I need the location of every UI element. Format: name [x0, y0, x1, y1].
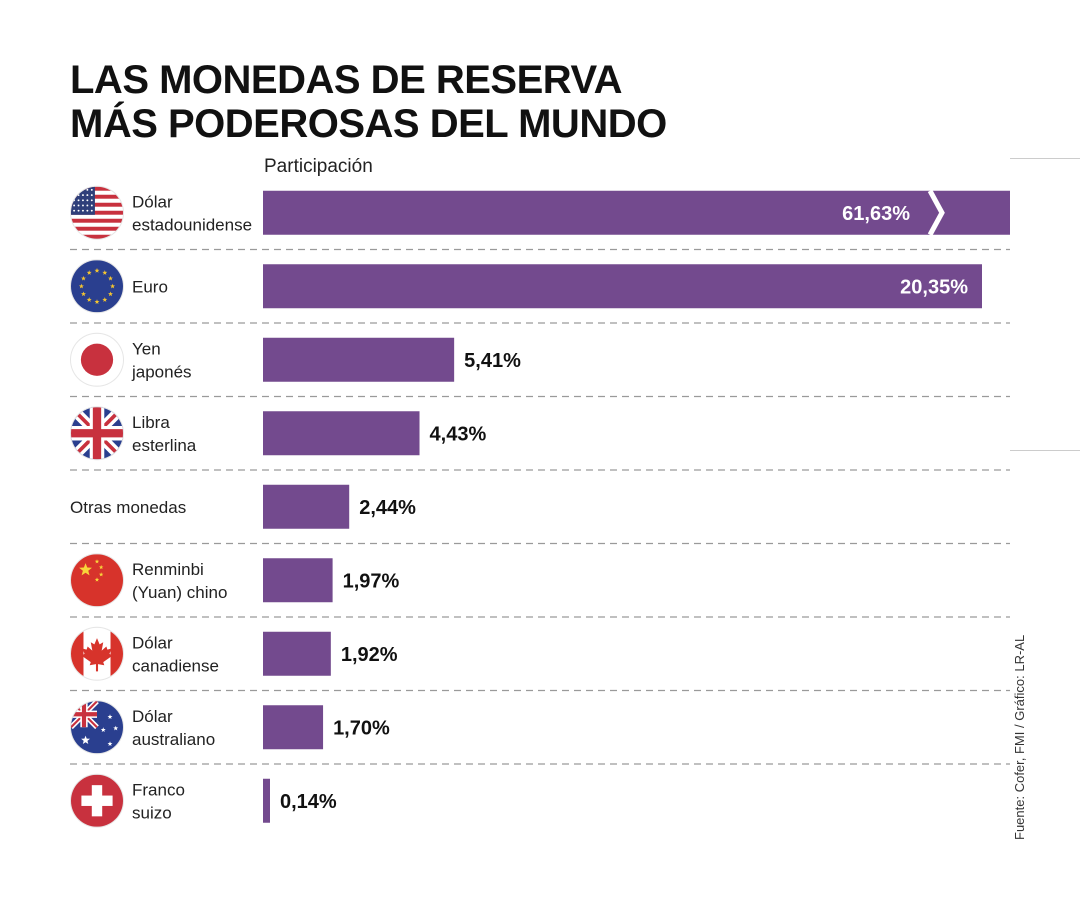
category-label: Otras monedas [70, 498, 186, 517]
axis-break-mark [927, 189, 945, 236]
value-axis-label: Participación [264, 156, 373, 177]
category-label-line: Franco [132, 780, 185, 799]
bar-row-3: Libra esterlina 4,43% [70, 406, 1010, 471]
value-label: 1,70% [333, 717, 390, 739]
category-label-line: canadiense [132, 656, 219, 675]
bar [263, 705, 324, 750]
value-label: 1,92% [341, 644, 398, 666]
category-label-line: esterlina [132, 436, 197, 455]
category-label-line: (Yuan) chino [132, 583, 227, 602]
category-label-line: Euro [132, 277, 168, 296]
bar-row-1: Euro 20,35% [70, 259, 1010, 324]
bar-row-8: Franco suizo 0,14% [70, 773, 337, 828]
category-label: Euro [132, 277, 168, 296]
category-label-line: suizo [132, 803, 172, 822]
category-label-line: Dólar [132, 192, 173, 211]
category-label-line: Otras monedas [70, 498, 186, 517]
australia-flag-icon [70, 700, 124, 755]
category-label-line: Renminbi [132, 560, 204, 579]
bar [263, 190, 1010, 235]
bar-row-2: Yen japonés 5,41% [70, 332, 1010, 398]
canada-flag-icon [70, 626, 124, 681]
value-label: 2,44% [359, 497, 416, 519]
title-line-2: MÁS PODEROSAS DEL MUNDO [70, 102, 667, 146]
bar [263, 484, 350, 529]
category-label: Dólar estadounidense [132, 192, 252, 234]
edge-rule [1010, 158, 1080, 159]
value-label: 1,97% [343, 570, 400, 592]
title-line-1: LAS MONEDAS DE RESERVA [70, 58, 623, 102]
switzerland-flag-icon [70, 773, 124, 828]
bar-row-4: Otras monedas 2,44% [70, 484, 1010, 545]
edge-rule [1010, 450, 1080, 451]
usa-flag-icon [70, 185, 124, 240]
category-label: Libra esterlina [132, 413, 197, 455]
category-label: Yen japonés [131, 339, 192, 381]
value-label: 20,35% [900, 276, 968, 298]
bar [263, 264, 982, 309]
category-label: Renminbi (Yuan) chino [132, 560, 227, 602]
chart-title: LAS MONEDAS DE RESERVA MÁS PODEROSAS DEL… [70, 58, 970, 146]
category-label: Dólar australiano [132, 707, 215, 749]
japan-flag-icon [70, 332, 124, 387]
value-label: 61,63% [842, 203, 910, 225]
bar-row-7: Dólar australiano 1,70% [70, 700, 1010, 765]
bar-row-0: Dólar estadounidense 61,63% [70, 185, 1010, 251]
category-label-line: japonés [131, 362, 192, 381]
bar-row-6: Dólar canadiense 1,92% [70, 626, 1010, 692]
category-label-line: Dólar [132, 707, 173, 726]
category-label: Dólar canadiense [132, 633, 219, 675]
value-label: 0,14% [280, 791, 337, 813]
bar [263, 411, 420, 456]
bar [263, 337, 455, 382]
bar [263, 631, 331, 676]
value-label: 5,41% [464, 350, 521, 372]
category-label-line: australiano [132, 730, 215, 749]
bar [263, 558, 333, 603]
category-label-line: Yen [132, 339, 161, 358]
category-label-line: Dólar [132, 633, 173, 652]
value-label: 4,43% [430, 423, 487, 445]
category-label-line: estadounidense [132, 215, 252, 234]
bar-row-5: Renminbi (Yuan) chino 1,97% [70, 553, 1010, 618]
category-label-line: Libra [132, 413, 170, 432]
source-note: Fuente: Cofer, FMI / Gráfico: LR-AL [1012, 634, 1027, 840]
china-flag-icon [70, 553, 124, 608]
bar [263, 778, 270, 823]
uk-flag-icon [70, 406, 124, 461]
category-label: Franco suizo [132, 780, 185, 822]
eu-flag-icon [70, 259, 124, 314]
